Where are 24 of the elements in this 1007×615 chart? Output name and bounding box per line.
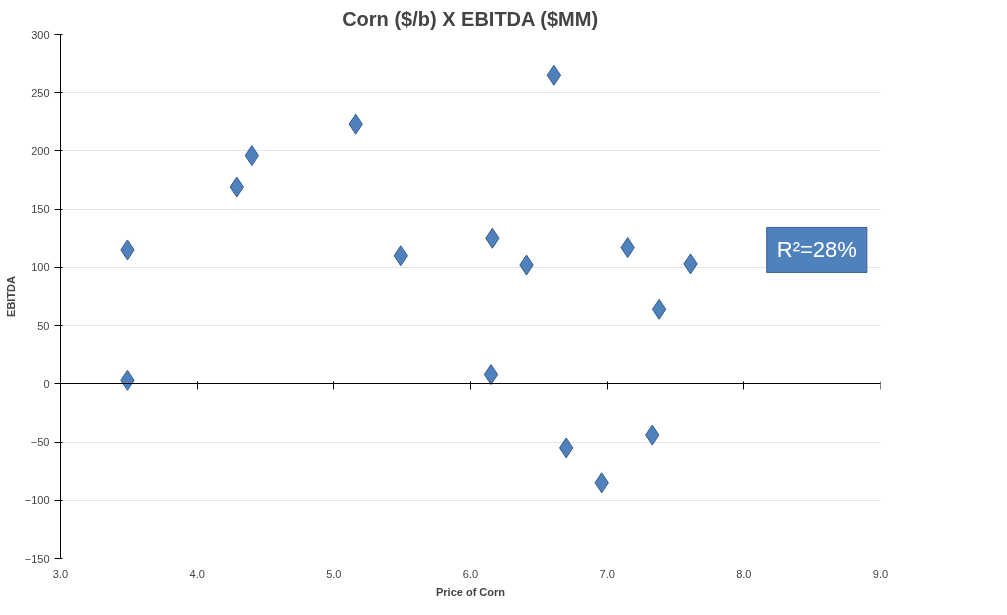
point	[651, 298, 667, 320]
y-tick-label: 50	[37, 319, 50, 332]
x-tick-label: 9.0	[872, 567, 889, 580]
x-tick-label: 6.0	[462, 567, 479, 580]
y-tick-label: 250	[31, 86, 50, 99]
y-tick-label: 300	[31, 28, 50, 41]
y-tick-label: −100	[24, 494, 50, 507]
y-tick-label: 200	[31, 144, 50, 157]
annotation: R²=28%	[776, 237, 857, 263]
x-tick-label: 4.0	[189, 567, 205, 580]
point	[483, 364, 499, 386]
y-tick-label: 0	[43, 377, 50, 390]
y-tick-label: −50	[30, 436, 50, 449]
x-tick-label: 3.0	[52, 567, 69, 580]
y-tick-label: 150	[31, 203, 50, 216]
x-tick-label: 5.0	[326, 567, 342, 580]
x-tick-label: 8.0	[736, 567, 752, 580]
x-tick-label: 7.0	[599, 567, 615, 580]
chart-title: Corn ($/b) X EBITDA ($MM)	[342, 7, 599, 30]
y-tick-label: −150	[24, 552, 50, 565]
x-axis-title: Price of Corn	[435, 585, 506, 598]
y-tick-label: 100	[31, 261, 50, 274]
y-axis-title: EBITDA	[4, 275, 17, 317]
point	[546, 64, 562, 86]
